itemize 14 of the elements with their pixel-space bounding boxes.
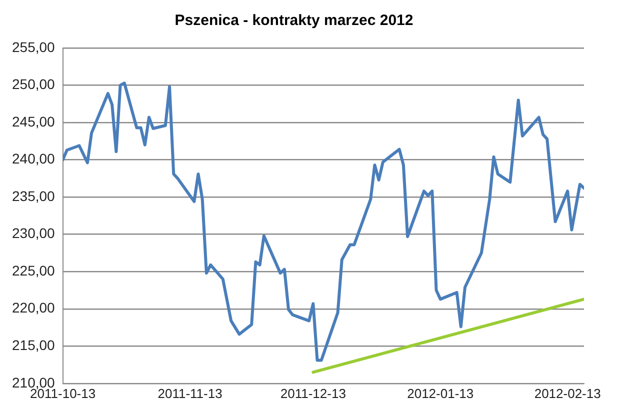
x-tick-label: 2011-11-13 — [158, 386, 222, 401]
y-tick-label: 235,00 — [12, 188, 56, 204]
y-tick-label: 220,00 — [12, 300, 56, 316]
x-tick-label: 2011-12-13 — [280, 386, 346, 401]
x-tick-label: 2012-01-13 — [407, 386, 474, 401]
y-tick-label: 225,00 — [12, 262, 56, 278]
chart-title: Pszenica - kontrakty marzec 2012 — [174, 12, 414, 30]
y-tick-label: 215,00 — [12, 336, 56, 353]
y-tick-label: 240,00 — [12, 150, 56, 167]
y-tick-label: 230,00 — [12, 225, 56, 242]
y-tick-label: 245,00 — [12, 113, 56, 130]
x-tick-label: 2012-02-13 — [534, 386, 601, 401]
y-tick-label: 250,00 — [12, 76, 56, 92]
y-tick-label: 255,00 — [12, 38, 56, 55]
